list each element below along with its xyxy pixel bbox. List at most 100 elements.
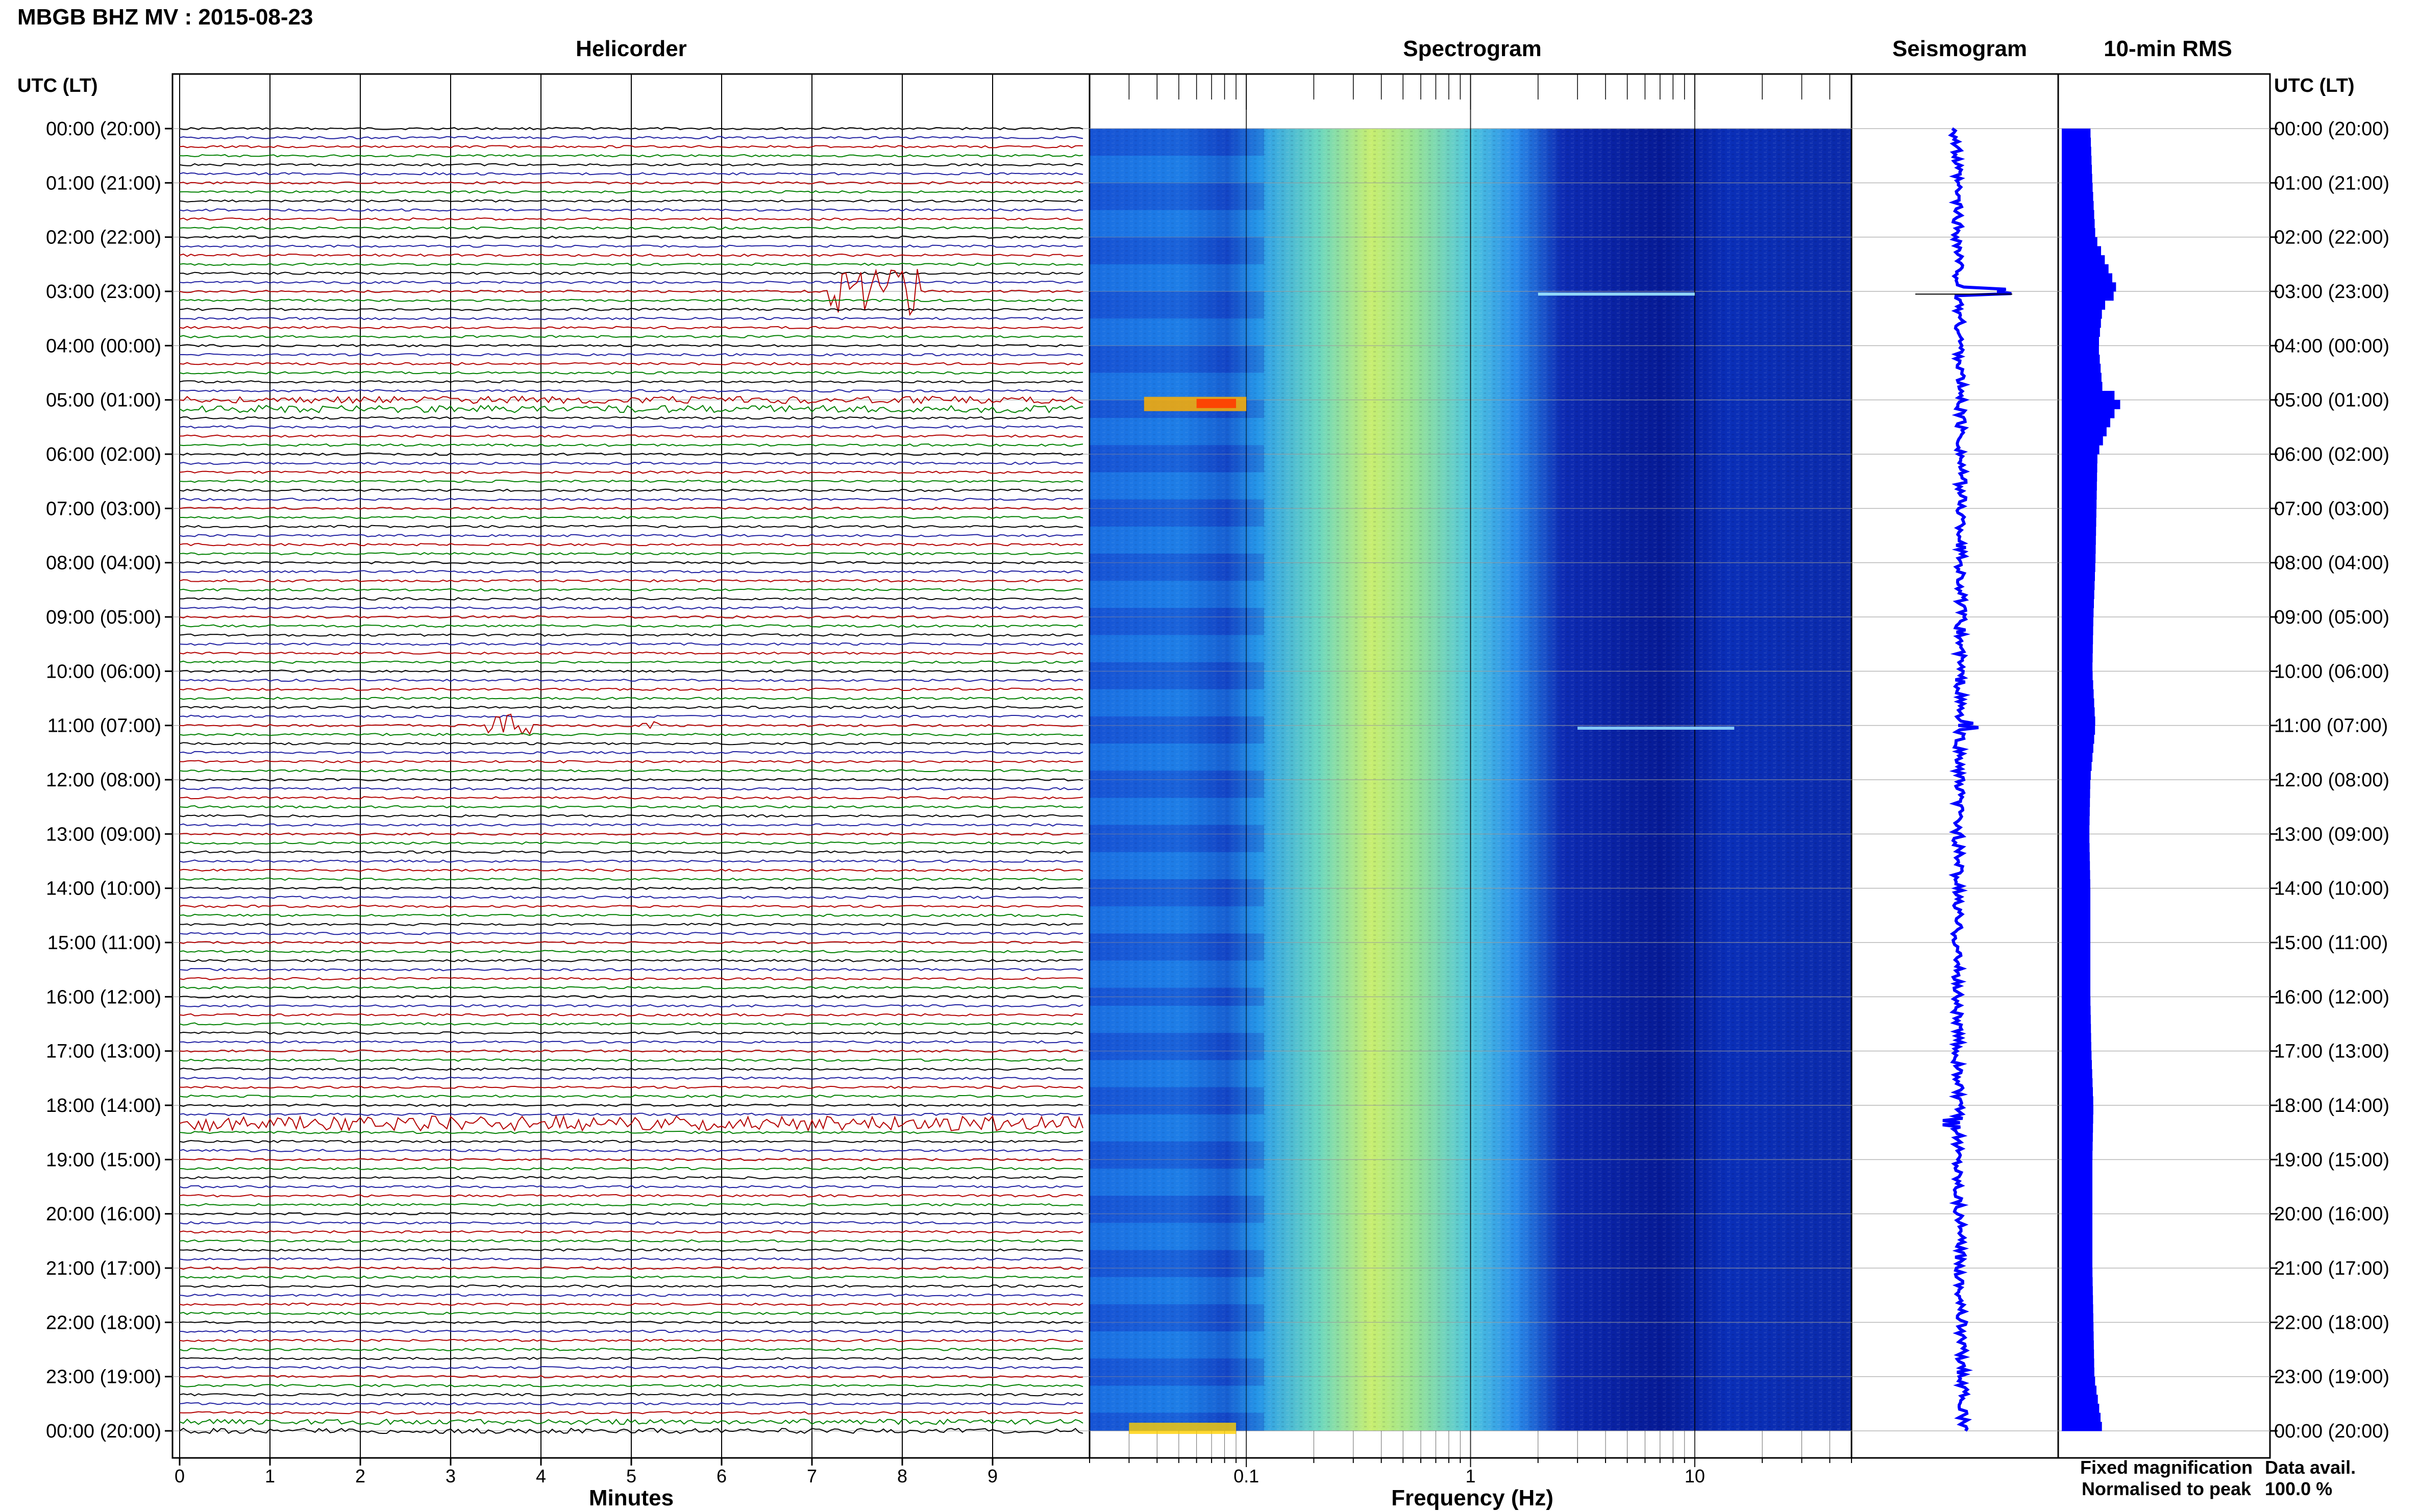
- time-label-right: 20:00 (16:00): [2274, 1204, 2389, 1225]
- helicorder-trace: [179, 181, 1083, 185]
- helicorder-trace: [179, 1418, 1083, 1425]
- helicorder-trace: [179, 1158, 1083, 1161]
- spectrogram-band: [1090, 201, 1264, 210]
- helicorder-trace: [179, 515, 1083, 519]
- spectrogram-band: [1090, 273, 1264, 283]
- helicorder-trace: [179, 1139, 1083, 1144]
- spectrogram-band: [1090, 146, 1264, 156]
- helicorder-trace: [179, 316, 1083, 320]
- rms-bar: [2062, 1196, 2092, 1205]
- rms-bar: [2062, 698, 2094, 708]
- rms-bar: [2062, 1340, 2094, 1350]
- helicorder-trace: [179, 651, 1083, 655]
- rms-bar: [2062, 852, 2090, 861]
- rms-bar: [2062, 400, 2120, 409]
- rms-bar: [2062, 490, 2097, 500]
- helicorder-trace: [179, 380, 1083, 384]
- rms-bar: [2062, 164, 2092, 175]
- spectrogram-band: [1090, 1385, 1264, 1395]
- helicorder-trace: [179, 425, 1083, 429]
- helicorder-trace: [179, 1076, 1083, 1080]
- spectrogram-band: [1090, 409, 1264, 418]
- spectrogram-band: [1090, 436, 1264, 445]
- rms-bar: [2062, 418, 2110, 428]
- helicorder-trace: [179, 344, 1083, 348]
- rms-bar: [2062, 1024, 2091, 1033]
- helicorder-trace: [179, 886, 1083, 890]
- rms-bar: [2062, 572, 2095, 581]
- helicorder-trace: [179, 714, 1083, 718]
- spectrogram-band: [1090, 943, 1264, 952]
- helicorder-trace: [179, 145, 1083, 148]
- spectrogram-band: [1090, 716, 1264, 726]
- time-label-right: 04:00 (00:00): [2274, 335, 2389, 357]
- helicorder-trace: [179, 443, 1083, 447]
- helicorder-trace: [179, 507, 1083, 510]
- time-label-left: 10:00 (06:00): [46, 661, 161, 682]
- rms-bar: [2062, 960, 2090, 970]
- time-axis-header-left: UTC (LT): [17, 75, 98, 96]
- helicorder-trace: [179, 1248, 1083, 1252]
- time-label-right: 11:00 (07:00): [2274, 715, 2388, 737]
- helicorder-trace: [179, 1167, 1083, 1171]
- spectrogram-band: [1090, 1014, 1264, 1024]
- helicorder-trace: [179, 479, 1083, 483]
- helicorder-trace: [179, 606, 1083, 610]
- rms-bar: [2062, 1114, 2093, 1124]
- rms-bar: [2062, 1078, 2093, 1088]
- spectrogram-band: [1090, 815, 1264, 825]
- spectrogram-band: [1090, 1250, 1264, 1259]
- rms-bar: [2062, 1141, 2093, 1151]
- time-label-left: 21:00 (17:00): [46, 1258, 161, 1279]
- spectrogram-band: [1090, 382, 1264, 391]
- helicorder-trace: [179, 1203, 1083, 1207]
- time-label-left: 17:00 (13:00): [46, 1041, 161, 1062]
- helicorder-trace: [179, 787, 1083, 790]
- rms-bar: [2062, 843, 2090, 853]
- rms-bar: [2062, 906, 2090, 916]
- helicorder-trace: [179, 859, 1083, 863]
- helicorder-trace: [179, 642, 1083, 646]
- helicorder-trace: [179, 389, 1083, 393]
- rms-bar: [2062, 653, 2093, 663]
- rms-bar: [2062, 1177, 2092, 1187]
- spectrogram-band: [1090, 888, 1264, 898]
- time-label-right: 17:00 (13:00): [2274, 1041, 2389, 1062]
- time-label-left: 14:00 (10:00): [46, 878, 161, 900]
- time-label-left: 01:00 (21:00): [46, 172, 161, 194]
- rms-bar: [2062, 671, 2093, 681]
- spectrogram-band: [1090, 725, 1264, 735]
- helicorder-trace: [179, 1049, 1083, 1053]
- rms-bar: [2062, 526, 2096, 536]
- helicorder-trace: [179, 896, 1083, 899]
- rms-bar: [2062, 617, 2093, 627]
- helicorder-trace: [179, 1257, 1083, 1261]
- helicorder-trace: [179, 226, 1083, 230]
- spectrogram-band: [1090, 1259, 1264, 1268]
- spectrogram-band: [1090, 924, 1264, 934]
- rms-bar: [2062, 1069, 2092, 1079]
- time-label-right: 00:00 (20:00): [2274, 1421, 2389, 1442]
- rms-bar: [2062, 1367, 2094, 1377]
- spectrogram-band: [1090, 1232, 1264, 1241]
- helicorder-trace: [179, 163, 1083, 167]
- time-label-right: 21:00 (17:00): [2274, 1258, 2389, 1279]
- helicorder-trace: [179, 877, 1083, 881]
- helicorder-trace: [179, 1339, 1083, 1343]
- time-label-left: 08:00 (04:00): [46, 553, 161, 574]
- helicorder-trace: [179, 542, 1083, 547]
- spectrogram-band: [1090, 608, 1264, 617]
- spectrogram-band: [1090, 626, 1264, 635]
- spectrogram-band: [1090, 454, 1264, 463]
- rms-bar: [2062, 1304, 2093, 1314]
- helicorder-trace: [179, 624, 1083, 628]
- minute-tick-label: 7: [807, 1466, 817, 1486]
- spectrogram-band: [1090, 246, 1264, 256]
- rms-bar: [2062, 915, 2090, 925]
- helicorder-trace: [179, 1275, 1083, 1279]
- time-label-left: 22:00 (18:00): [46, 1312, 161, 1333]
- spectrogram-band: [1090, 183, 1264, 192]
- spectrogram-band: [1090, 978, 1264, 988]
- helicorder-trace: [179, 154, 1083, 158]
- helicorder-trace: [179, 986, 1083, 989]
